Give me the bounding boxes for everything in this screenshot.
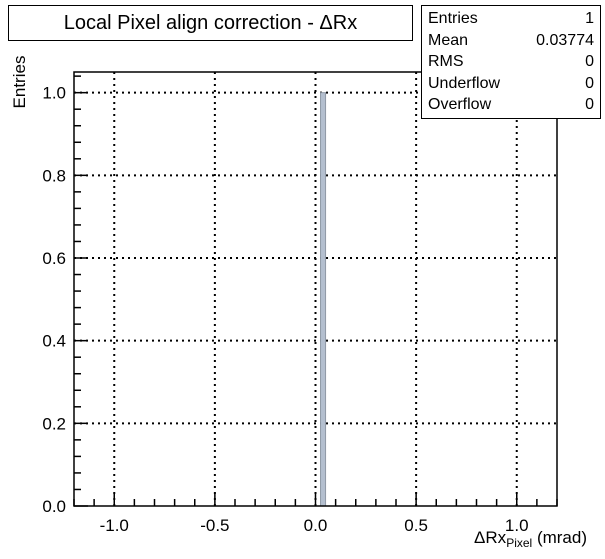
x-axis-label-subscript: Pixel <box>506 536 533 550</box>
stats-row-rms: RMS 0 <box>428 51 594 73</box>
x-tick-label: -1.0 <box>100 516 129 535</box>
histogram-bar <box>320 92 327 507</box>
x-tick-label: -0.5 <box>200 516 229 535</box>
stats-label: Mean <box>428 31 469 49</box>
stats-row-underflow: Underflow 0 <box>428 73 594 95</box>
stats-label: RMS <box>428 53 464 70</box>
x-axis-label-main: ΔRx <box>474 528 507 547</box>
x-axis-label: ΔRxPixel (mrad) <box>474 528 587 550</box>
stats-value: 1 <box>585 10 594 27</box>
stats-value: 0 <box>585 96 594 113</box>
chart-title: Local Pixel align correction - ΔRx <box>63 11 358 34</box>
x-tick-label: 1.0 <box>505 516 529 535</box>
stats-value: 0.03774 <box>536 31 594 49</box>
y-tick-label: 1.0 <box>42 84 66 103</box>
chart-title-box: Local Pixel align correction - ΔRx <box>8 5 413 41</box>
x-axis-label-unit: (mrad) <box>536 528 587 547</box>
x-tick-label: 0.0 <box>304 516 328 535</box>
stats-row-overflow: Overflow 0 <box>428 94 594 116</box>
x-tick-label: 0.5 <box>404 516 428 535</box>
y-axis-label: Entries <box>10 55 29 109</box>
y-tick-label: 0.2 <box>42 414 66 433</box>
y-tick-label: 0.4 <box>42 332 66 351</box>
stats-label: Overflow <box>428 96 492 113</box>
stats-value: 0 <box>585 74 594 92</box>
y-tick-label: 0.6 <box>42 249 66 268</box>
y-tick-label: 0.0 <box>42 497 66 516</box>
stats-row-mean: Mean 0.03774 <box>428 30 594 52</box>
stats-row-entries: Entries 1 <box>428 8 594 30</box>
y-tick-label: 0.8 <box>42 166 66 185</box>
stats-box: Entries 1 Mean 0.03774 RMS 0 Underflow 0… <box>421 5 601 119</box>
stats-label: Underflow <box>428 74 501 92</box>
stats-value: 0 <box>585 53 594 70</box>
stats-label: Entries <box>428 10 478 27</box>
